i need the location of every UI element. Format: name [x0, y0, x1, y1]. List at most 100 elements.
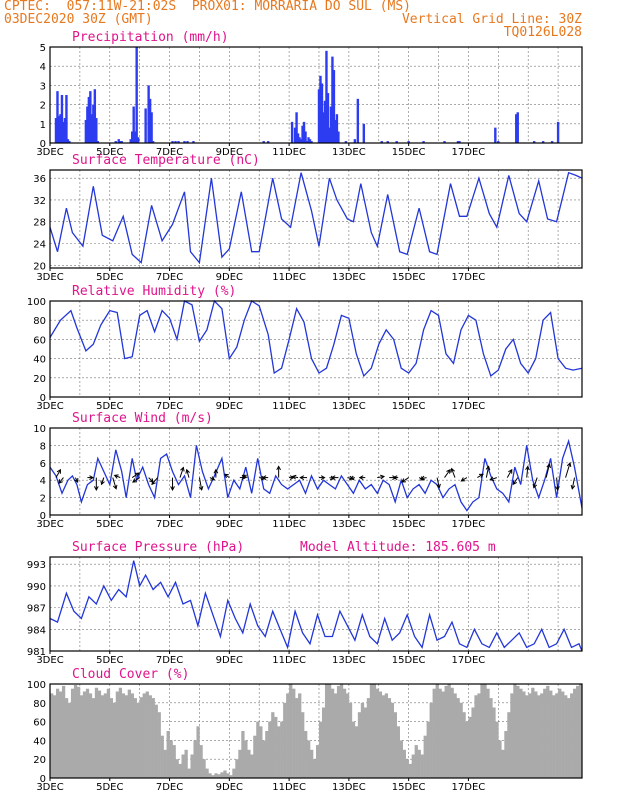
- cloud-bar: [561, 691, 565, 778]
- precip-bar: [68, 141, 71, 143]
- x-tick-label: 13DEC: [332, 147, 366, 158]
- cloud-bar: [67, 702, 72, 778]
- cloud-bar: [555, 693, 559, 778]
- cloud-bar: [411, 754, 415, 778]
- cloud-bar: [211, 775, 215, 778]
- wind-arrow: [526, 466, 529, 478]
- precip-bar: [295, 112, 298, 143]
- precip-bar: [335, 114, 339, 143]
- model-altitude: Model Altitude: 185.605 m: [300, 540, 496, 555]
- precip-bar: [304, 131, 307, 143]
- cloud-bar: [495, 721, 499, 778]
- precip-bar: [307, 137, 310, 143]
- cloud-bar: [61, 685, 66, 778]
- cloud-bar: [199, 745, 203, 778]
- series-line: [49, 299, 583, 378]
- wind-arrow-head: [276, 465, 281, 471]
- wind-arrow-head: [198, 485, 204, 491]
- wind-arrow: [112, 477, 117, 489]
- precip-bar: [356, 98, 360, 143]
- precip-bar: [120, 141, 123, 143]
- cloud-bar: [214, 773, 218, 778]
- cloud-bar: [178, 763, 182, 778]
- cloud-bar: [525, 695, 529, 778]
- precip-bar: [293, 127, 297, 143]
- wind-arrow-head: [349, 475, 355, 481]
- x-tick-label: 15DEC: [392, 519, 426, 530]
- precip-bar: [60, 95, 64, 143]
- precip-bar: [456, 141, 460, 143]
- cloud-bar: [85, 688, 90, 778]
- y-tick-label: 28: [33, 218, 46, 229]
- precip-bar: [95, 118, 98, 143]
- cloud-bar: [570, 693, 574, 778]
- precip-bar: [556, 121, 560, 143]
- wind-arrow-head: [489, 476, 495, 482]
- precip-bar: [334, 119, 337, 143]
- wind-arrow: [132, 477, 140, 483]
- cloud-bar: [247, 749, 251, 778]
- x-tick-label: 3DEC: [36, 655, 63, 666]
- x-tick-label: 15DEC: [392, 782, 426, 793]
- precip-bar: [516, 112, 519, 143]
- cloud-bar: [262, 740, 266, 778]
- cloud-bar: [432, 688, 436, 778]
- wind-arrow-head: [330, 475, 336, 480]
- cloud-bar: [486, 688, 490, 778]
- x-tick-label: 5DEC: [96, 401, 123, 412]
- wind-arrow-head: [291, 474, 297, 480]
- x-tick-label: 9DEC: [216, 147, 243, 158]
- wind-arrow-head: [180, 466, 185, 472]
- header-station: CPTEC: 057:11W-21:02S PROX01: MORRARIA D…: [4, 0, 411, 14]
- precip-bar: [186, 141, 189, 143]
- wind-arrow: [506, 469, 513, 478]
- precip-bar: [550, 141, 554, 143]
- cloud-bar: [414, 745, 418, 778]
- cloud-bar: [139, 697, 143, 778]
- precip-bar: [62, 121, 65, 143]
- wind-arrow-head: [170, 486, 175, 491]
- x-tick-label: 17DEC: [452, 655, 486, 666]
- cloud-bar: [130, 693, 134, 778]
- cloud-bar: [280, 721, 284, 778]
- cloud-bar: [333, 693, 338, 778]
- cloud-bar: [50, 693, 54, 778]
- x-tick-label: 5DEC: [96, 519, 123, 530]
- cloud-bar: [241, 731, 245, 778]
- x-tick-label: 13DEC: [332, 272, 366, 283]
- x-tick-label: 15DEC: [392, 147, 426, 158]
- x-tick-label: 5DEC: [96, 655, 123, 666]
- y-tick-label: 20: [33, 755, 46, 766]
- cloud-bar: [229, 775, 233, 778]
- cloud-bar: [522, 691, 526, 778]
- cloud-bar: [471, 707, 475, 778]
- cloud-bar: [190, 754, 194, 778]
- wind-arrow: [512, 477, 519, 485]
- x-tick-label: 17DEC: [452, 401, 486, 412]
- wind-arrow-head: [401, 478, 406, 483]
- cloud-bar: [552, 695, 556, 778]
- wind-arrow: [451, 468, 456, 478]
- wind-arrow-head: [508, 468, 513, 474]
- x-tick-label: 11DEC: [272, 519, 306, 530]
- cloud-bar: [271, 712, 275, 778]
- wind-arrow-head: [299, 475, 305, 480]
- precip-bar: [92, 104, 95, 143]
- cloud-bar: [363, 707, 368, 778]
- y-tick-label: 993: [27, 560, 46, 571]
- y-tick-label: 987: [27, 604, 46, 615]
- precip-bar: [117, 139, 120, 143]
- cloud-bar: [576, 685, 580, 778]
- precip-bar: [66, 139, 70, 143]
- wind-arrow-head: [392, 475, 398, 480]
- cloud-bar: [55, 688, 60, 778]
- cloud-bar: [286, 693, 290, 778]
- precip-bar: [59, 114, 62, 143]
- wind-arrow-head: [450, 467, 455, 473]
- precip-bar: [262, 141, 265, 143]
- wind-arrow-head: [100, 480, 105, 486]
- cloud-bar: [504, 731, 508, 778]
- wind-arrow: [179, 467, 184, 478]
- y-tick-label: 32: [33, 196, 46, 207]
- cloud-bar: [145, 691, 149, 778]
